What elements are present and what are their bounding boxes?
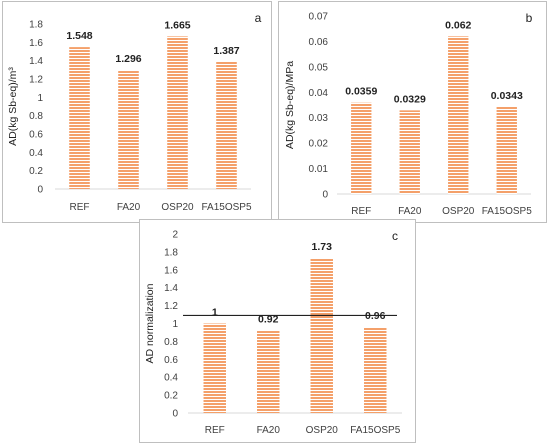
chart-c-plot: 0 0.2 0.4 0.6 0.8 1 1.2 1.4 1.6 1.8 2 REF FA20 OSP20 F… [144,229,402,436]
y-tick-label: 0.07 [309,12,329,23]
x-tick-label: REF [70,202,90,213]
data-label: 1.387 [213,45,239,57]
x-tick-label: OSP20 [161,202,194,213]
y-tick-label: 0.8 [164,337,178,348]
y-tick-label: 0 [172,409,178,420]
y-tick-label: 0.4 [29,148,43,159]
y-tick-label: 0.6 [164,355,178,366]
y-tick-label: 0.2 [29,166,43,177]
y-tick-label: 0.05 [309,62,329,73]
x-tick-label: REF [351,206,371,217]
y-tick-label: 2 [172,230,178,241]
bar-osp20 [167,36,188,189]
x-tick-label: FA20 [257,425,281,436]
y-tick-label: 1.4 [164,283,178,294]
chart-panel-a: 0 0.2 0.4 0.6 0.8 1 1.2 1.4 1.6 1.8 REF FA20 OSP20 FA… [2,1,272,223]
y-tick-label: 1 [172,319,178,330]
y-tick-label: 1.2 [29,75,43,86]
data-label: 0.92 [258,314,279,326]
bar-fa15osp5 [216,61,237,189]
y-tick-label: 0 [322,190,328,201]
data-label: 1 [212,307,218,319]
x-tick-label: FA20 [117,202,141,213]
bar-ref [203,323,226,413]
y-tick-label: 0.04 [309,88,329,99]
bar-fa20 [118,70,139,189]
panel-label: a [255,11,262,25]
x-tick-label: FA15OSP5 [350,425,400,436]
y-tick-label: 1.4 [29,56,43,67]
x-tick-label: OSP20 [442,206,475,217]
chart-a-plot: 0 0.2 0.4 0.6 0.8 1 1.2 1.4 1.6 1.8 REF FA20 OSP20 FA… [7,11,262,213]
bar-fa20 [257,330,280,413]
y-tick-label: 0 [37,185,43,196]
y-tick-label: 0.2 [164,391,178,402]
x-tick-label: FA15OSP5 [482,206,532,217]
chart-b-plot: 0 0.01 0.02 0.03 0.04 0.05 0.06 0.07 REF FA20 OSP2… [284,11,533,217]
bar-ref [351,102,372,194]
panel-label: b [526,11,533,25]
y-tick-label: 1.8 [164,247,178,258]
chart-panel-c: 0 0.2 0.4 0.6 0.8 1 1.2 1.4 1.6 1.8 2 REF FA20 OSP20 F… [139,219,416,443]
bar-fa15osp5 [364,327,387,413]
y-tick-label: 0.03 [309,113,329,124]
panel-label: c [392,229,398,243]
data-label: 1.665 [164,19,190,31]
data-label: 1.296 [115,53,141,65]
data-label: 0.062 [445,19,471,31]
y-tick-label: 0.06 [309,37,329,48]
y-tick-label: 0.4 [164,373,178,384]
x-tick-label: FA20 [398,206,422,217]
chart-panel-b: 0 0.01 0.02 0.03 0.04 0.05 0.06 0.07 REF FA20 OSP2… [278,1,547,223]
y-tick-label: 1.6 [164,265,178,276]
bar-ref [69,47,90,189]
y-tick-label: 0.01 [309,164,329,175]
y-axis-title: AD(kg Sb-eq)/MPa [284,61,296,149]
data-label: 0.96 [365,310,386,322]
data-label: 0.0329 [394,93,426,105]
y-axis-title: AD(kg Sb-eq)/m³ [7,67,19,146]
bar-osp20 [448,36,469,194]
data-label: 1.548 [66,30,92,42]
bar-fa15osp5 [496,106,517,194]
y-tick-label: 1 [37,93,43,104]
y-tick-label: 0.6 [29,130,43,141]
data-label: 1.73 [312,241,333,253]
y-axis-title: AD normalization [144,283,156,363]
x-tick-label: FA15OSP5 [201,202,251,213]
y-tick-label: 0.02 [309,139,329,150]
y-tick-label: 1.6 [29,38,43,49]
x-tick-label: REF [205,425,225,436]
data-label: 0.0343 [491,90,523,102]
y-tick-label: 1.8 [29,20,43,31]
data-label: 0.0359 [345,86,377,98]
bar-osp20 [310,258,333,413]
bar-fa20 [399,110,420,194]
y-tick-label: 1.2 [164,301,178,312]
x-tick-label: OSP20 [306,425,339,436]
y-tick-label: 0.8 [29,111,43,122]
